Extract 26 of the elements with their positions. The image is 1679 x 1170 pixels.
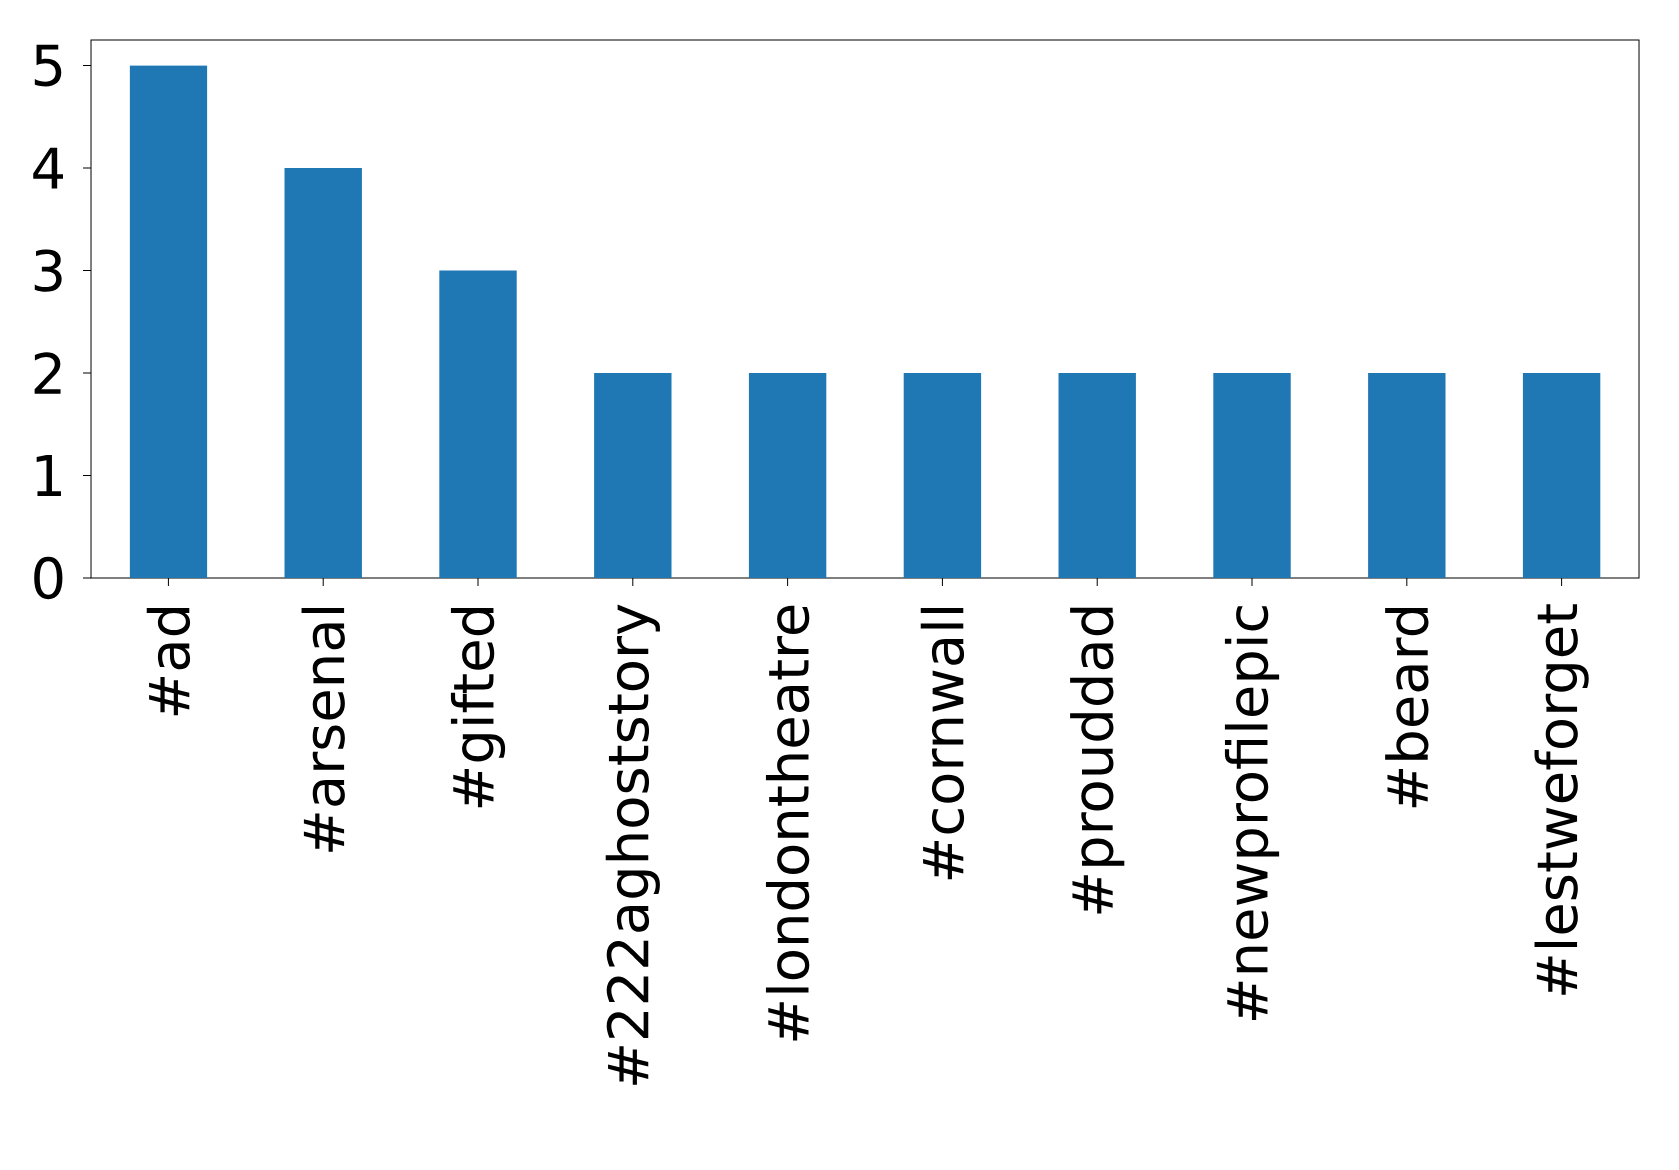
bar <box>284 168 362 578</box>
bar <box>748 373 827 578</box>
y-tick-label: 0 <box>34 556 63 600</box>
x-tick-label: #cornwall <box>920 608 965 880</box>
x-tick-label: #prouddad <box>1070 607 1125 914</box>
bar <box>903 373 982 578</box>
y-tick-label: 2 <box>34 352 61 394</box>
y-tick-label: 1 <box>36 455 61 496</box>
bar <box>1213 373 1291 578</box>
x-tick-label: #lestweforget <box>1534 604 1589 995</box>
x-tick-label: #ad <box>146 607 191 716</box>
bar <box>1522 373 1601 578</box>
x-tick-label: #gifted <box>450 607 506 808</box>
y-tick-label: 5 <box>34 44 62 87</box>
bar <box>1058 373 1136 578</box>
bar <box>1368 373 1446 578</box>
x-tick-label: #beard <box>1385 607 1429 808</box>
x-tick-label: #newprofilepic <box>1224 606 1280 1020</box>
x-tick-label: #222aghoststory <box>605 604 660 1085</box>
y-tick-label: 3 <box>34 249 62 292</box>
x-tick-label: #londontheatre <box>765 605 810 1041</box>
y-tick-label: 4 <box>33 147 63 189</box>
bar <box>594 373 672 578</box>
bar <box>129 65 208 578</box>
bar <box>439 270 517 578</box>
x-tick-label: #arsenal <box>301 608 345 852</box>
